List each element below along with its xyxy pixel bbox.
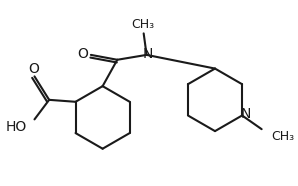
- Text: CH₃: CH₃: [271, 131, 294, 143]
- Text: N: N: [241, 107, 251, 121]
- Text: HO: HO: [5, 120, 27, 134]
- Text: CH₃: CH₃: [131, 18, 154, 31]
- Text: O: O: [28, 62, 39, 76]
- Text: N: N: [142, 47, 153, 61]
- Text: O: O: [78, 47, 89, 61]
